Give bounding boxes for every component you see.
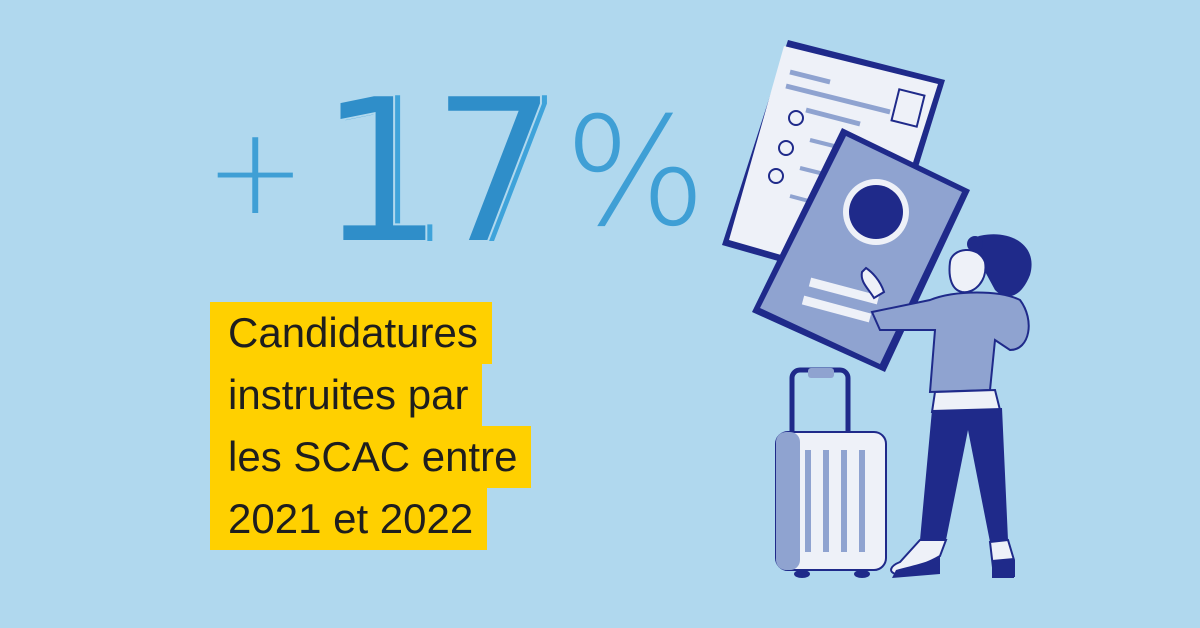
stat-sign: + xyxy=(205,103,306,242)
passport-icon xyxy=(752,128,970,372)
caption-line: 2021 et 2022 xyxy=(210,488,488,550)
caption-line: les SCAC entre xyxy=(210,426,532,488)
travel-illustration xyxy=(722,40,1032,578)
suitcase-icon xyxy=(775,367,887,578)
stat-caption: Candidatures instruites par les SCAC ent… xyxy=(210,302,590,550)
stat-headline: + 17 % xyxy=(205,72,707,274)
caption-line: Candidatures xyxy=(210,302,492,364)
traveler-figure xyxy=(860,234,1032,578)
stat-number: 17 xyxy=(317,56,559,289)
stat-unit: % xyxy=(564,86,707,260)
caption-line: instruites par xyxy=(210,364,483,426)
